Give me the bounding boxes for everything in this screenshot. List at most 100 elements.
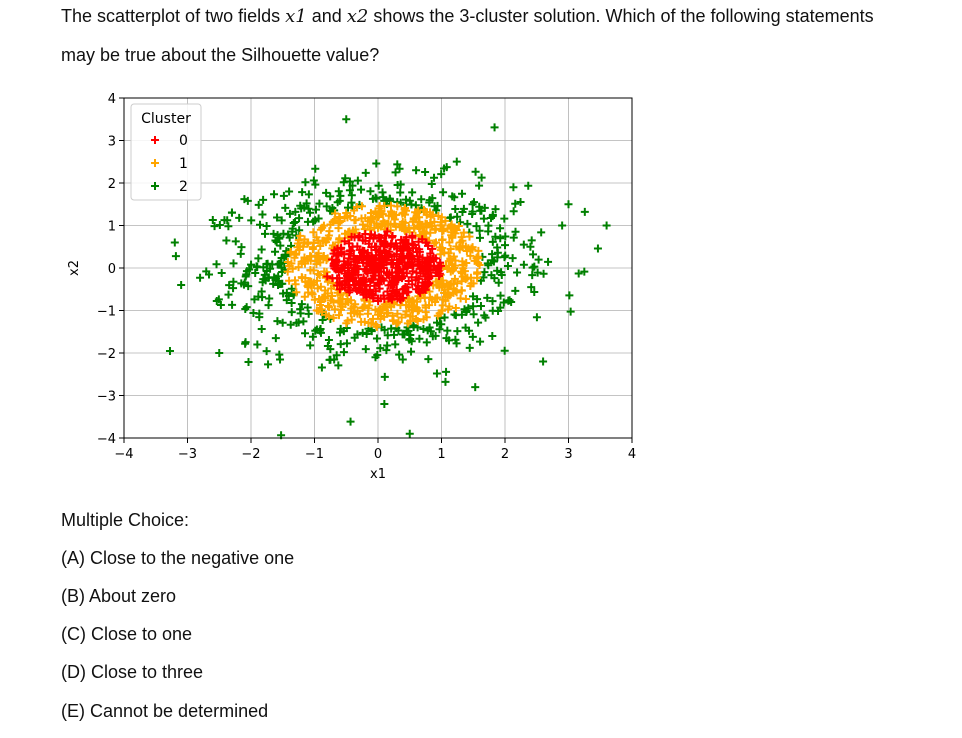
data-point-cluster-1 [414,218,423,227]
data-point-cluster-2 [497,270,506,279]
data-point-cluster-2 [326,192,335,201]
data-point-cluster-0 [344,269,353,278]
data-point-cluster-2 [407,337,416,346]
data-point-cluster-2 [299,317,308,326]
data-point-cluster-2 [295,214,304,223]
choice-c[interactable]: (C) Close to one [61,624,193,644]
data-point-cluster-2 [298,188,307,197]
data-point-cluster-2 [396,180,405,189]
data-point-cluster-2 [257,325,266,334]
data-point-cluster-1 [393,309,402,318]
data-point-cluster-2 [357,185,366,194]
data-point-cluster-2 [279,191,288,200]
data-point-cluster-2 [421,168,430,177]
data-point-cluster-2 [312,325,321,334]
data-point-cluster-1 [416,222,425,231]
question-text: The scatterplot of two fields [61,6,286,26]
data-point-cluster-2 [452,157,461,166]
data-point-cluster-1 [283,257,292,266]
choice-a[interactable]: (A) Close to the negative one [61,548,295,568]
data-point-cluster-1 [443,285,452,294]
data-point-cluster-0 [376,246,385,255]
data-point-cluster-0 [365,257,374,266]
data-point-cluster-2 [303,303,312,312]
data-point-cluster-2 [430,173,439,182]
data-point-cluster-1 [338,302,347,311]
data-point-cluster-0 [329,249,338,258]
data-point-cluster-1 [374,310,382,319]
data-point-cluster-2 [468,332,477,341]
data-point-cluster-2 [324,336,333,345]
data-point-cluster-1 [342,209,351,218]
data-point-cluster-2 [196,273,205,282]
choice-e[interactable]: (E) Cannot be determined [61,701,269,721]
data-point-cluster-2 [417,195,426,204]
data-point-cluster-2 [297,300,306,309]
data-point-cluster-1 [412,315,421,323]
data-point-cluster-1 [341,229,350,238]
data-point-cluster-1 [436,218,445,227]
data-point-cluster-2 [445,213,454,222]
data-point-cluster-1 [420,228,429,237]
data-point-cluster-1 [349,302,358,311]
data-point-cluster-2 [165,347,174,355]
data-point-cluster-1 [445,291,454,300]
data-point-cluster-1 [351,225,360,234]
data-point-cluster-2 [318,315,327,324]
data-point-cluster-2 [287,284,296,293]
data-point-cluster-0 [342,276,351,285]
data-point-cluster-2 [509,207,518,216]
data-point-cluster-1 [286,247,295,256]
data-point-cluster-1 [451,303,460,312]
data-point-cluster-2 [442,367,451,376]
data-point-cluster-0 [370,268,379,277]
data-point-cluster-2 [488,297,497,306]
data-point-cluster-2 [292,318,301,327]
data-point-cluster-2 [476,302,485,311]
data-point-cluster-2 [481,313,490,322]
data-point-cluster-2 [448,192,457,201]
data-point-cluster-2 [425,198,434,207]
data-point-cluster-0 [393,259,402,268]
data-point-cluster-2 [262,347,271,356]
data-point-cluster-1 [420,206,429,215]
data-point-cluster-2 [268,260,277,269]
data-point-cluster-2 [334,187,343,196]
data-point-cluster-2 [273,317,282,326]
data-point-cluster-2 [458,189,467,198]
data-point-cluster-2 [277,216,286,225]
data-point-cluster-1 [312,233,321,242]
choice-d[interactable]: (D) Close to three [61,662,204,682]
data-point-cluster-2 [258,278,267,287]
data-point-cluster-2 [285,187,294,196]
data-point-cluster-0 [431,268,440,277]
data-point-cluster-2 [390,330,399,339]
data-point-cluster-1 [431,225,440,234]
data-point-cluster-2 [468,210,477,219]
data-point-cluster-0 [398,274,407,283]
legend-label-0: 0 [179,133,188,149]
data-point-cluster-0 [418,264,427,272]
data-point-cluster-2 [488,210,497,219]
data-point-cluster-2 [475,181,484,190]
data-point-cluster-2 [254,292,263,301]
data-point-cluster-2 [513,268,522,277]
data-point-cluster-2 [574,269,583,278]
data-point-cluster-1 [449,224,458,233]
data-point-cluster-0 [385,247,394,256]
data-point-cluster-2 [228,300,237,309]
data-point-cluster-0 [423,267,432,276]
data-point-cluster-0 [377,276,386,285]
data-point-cluster-2 [430,202,439,211]
x-tick-label: 1 [437,447,445,462]
data-point-cluster-1 [450,264,459,272]
data-point-cluster-2 [484,221,493,230]
data-point-cluster-0 [399,238,408,247]
data-point-cluster-1 [436,250,445,259]
data-point-cluster-1 [457,286,466,295]
data-point-cluster-2 [244,357,253,366]
data-point-cluster-1 [376,208,385,217]
choice-b[interactable]: (B) About zero [61,586,177,606]
data-point-cluster-1 [419,315,428,324]
data-point-cluster-2 [385,194,394,203]
